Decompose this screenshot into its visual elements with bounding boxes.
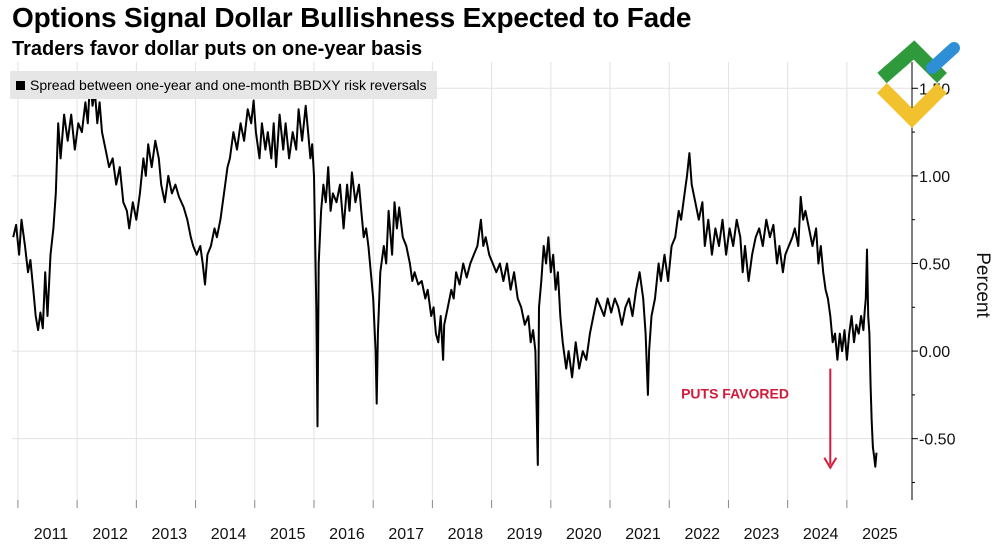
x-tick-label-2020: 2020: [566, 526, 602, 543]
y-tick-label-1.00: 1.00: [919, 169, 950, 186]
legend: Spread between one-year and one-month BB…: [10, 71, 437, 99]
legend-swatch: [16, 80, 25, 90]
y-tick-label-0.00: 0.00: [919, 344, 950, 361]
chart-subtitle: Traders favor dollar puts on one-year ba…: [12, 38, 423, 60]
x-tick-label-2012: 2012: [92, 526, 128, 543]
annotation-label: PUTS FAVORED: [681, 385, 789, 401]
logo-blue-stroke: [926, 42, 960, 74]
chart-title: Options Signal Dollar Bullishness Expect…: [12, 2, 692, 33]
x-tick-label-2011: 2011: [34, 526, 69, 543]
x-tick-label-2016: 2016: [329, 526, 365, 543]
logo-yellow-chevron: [877, 83, 947, 128]
x-tick-label-2024: 2024: [803, 526, 839, 543]
x-tick-label-2015: 2015: [270, 526, 306, 543]
x-tick-label-2019: 2019: [507, 526, 543, 543]
x-tick-label-2022: 2022: [684, 526, 720, 543]
y-tick-label-0.50: 0.50: [919, 256, 950, 273]
x-tick-label-2018: 2018: [448, 526, 484, 543]
series-line-0: [12, 76, 878, 468]
x-tick-label-2017: 2017: [388, 526, 424, 543]
x-tick-label-2021: 2021: [625, 526, 661, 543]
x-tick-label-2023: 2023: [744, 526, 780, 543]
x-tick-label-2025: 2025: [862, 526, 898, 543]
annotation-arrow-head: [823, 457, 838, 470]
y-tick-label--0.50: -0.50: [919, 432, 956, 449]
x-tick-label-2014: 2014: [211, 526, 247, 543]
x-tick-label-2013: 2013: [152, 526, 188, 543]
y-axis-title: Percent: [972, 252, 993, 318]
legend-label: Spread between one-year and one-month BB…: [30, 77, 427, 93]
brand-logo-icon: [877, 40, 960, 128]
